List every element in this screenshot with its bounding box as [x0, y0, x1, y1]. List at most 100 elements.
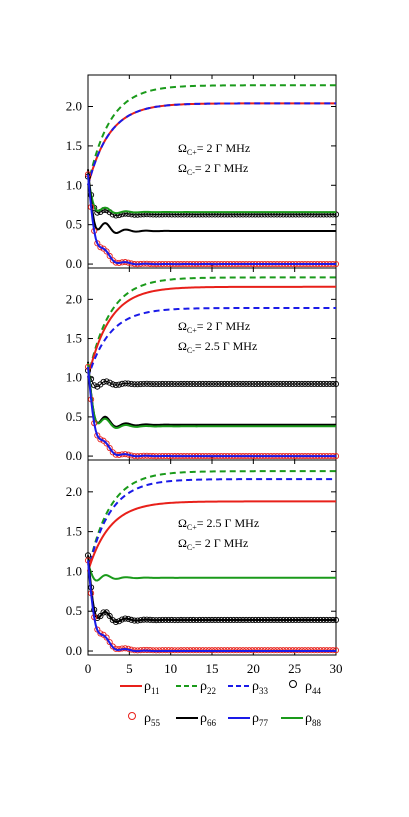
data-point	[196, 380, 203, 388]
series-line	[87, 478, 337, 572]
series-line	[87, 174, 336, 265]
legend-entry: ρ33	[228, 679, 269, 696]
series-rho22	[87, 276, 337, 378]
data-point	[270, 380, 278, 388]
data-point	[193, 380, 200, 388]
data-point	[122, 380, 129, 387]
x-tick-label: 15	[206, 661, 219, 676]
data-point	[308, 380, 315, 388]
series-line	[87, 169, 336, 234]
panel-1: 0.0 0.5 1.0 1.5 2.0 ΩC+= 2 Γ MHz ΩC-= 2 Γ MHz	[66, 74, 340, 271]
data-point	[128, 380, 135, 387]
series-line	[87, 563, 336, 582]
y-tick-label: 0.5	[66, 217, 82, 232]
data-point	[212, 380, 219, 388]
data-point	[301, 380, 309, 388]
data-point	[267, 380, 274, 388]
legend-label: ρ11	[144, 679, 160, 696]
legend-entry: ρ11	[120, 679, 160, 696]
legend-label: ρ22	[200, 679, 216, 696]
data-point	[140, 380, 147, 387]
data-point	[221, 380, 228, 388]
series-line	[87, 174, 336, 266]
data-point	[264, 380, 271, 388]
data-point	[286, 380, 293, 388]
series-rho44	[84, 552, 340, 626]
series-rho77	[87, 174, 336, 266]
data-point	[177, 380, 185, 388]
data-point	[311, 380, 318, 388]
data-point	[317, 380, 324, 388]
legend-label: ρ55	[144, 711, 161, 728]
data-point	[314, 380, 321, 388]
x-tick-label: 30	[330, 661, 343, 676]
data-point	[150, 380, 157, 388]
series-line	[87, 555, 336, 623]
panel-3: 0.0 0.5 1.0 1.5 2.0 0 5 10 15 20 25 30 ΩC+= 2.5 Γ MH…	[66, 459, 343, 676]
y-tick-label: 1.5	[66, 331, 82, 346]
series-line	[87, 306, 337, 379]
data-point	[329, 380, 336, 388]
series-rho33	[87, 478, 337, 572]
data-point	[106, 612, 113, 620]
data-point	[283, 380, 290, 388]
data-point	[326, 380, 333, 388]
series-rho66	[87, 169, 336, 234]
y-tick-label: 0.0	[66, 643, 82, 658]
data-point	[295, 380, 302, 388]
data-point	[109, 617, 116, 624]
annotation: ΩC-= 2 Γ MHz	[178, 536, 248, 552]
annotation: ΩC+= 2.5 Γ MHz	[178, 516, 259, 532]
data-point	[246, 380, 253, 388]
annotation: ΩC-= 2.5 Γ MHz	[178, 339, 257, 355]
data-point	[236, 380, 243, 388]
data-point	[199, 380, 206, 388]
legend-label: ρ66	[200, 711, 217, 728]
x-tick-label: 0	[85, 661, 92, 676]
data-point	[103, 248, 110, 255]
data-point	[106, 639, 113, 646]
legend-marker	[128, 712, 136, 720]
series-line	[87, 176, 336, 215]
data-point	[305, 380, 312, 388]
data-point	[103, 440, 110, 447]
series-line	[87, 363, 336, 430]
y-tick-label: 1.5	[66, 524, 82, 539]
series-line	[87, 84, 337, 186]
series-line	[87, 176, 336, 216]
series-line	[87, 366, 336, 458]
series-line	[87, 285, 337, 378]
legend-entry: ρ44	[289, 679, 322, 696]
series-rho88	[87, 176, 336, 215]
data-point	[137, 380, 144, 388]
data-point	[249, 380, 256, 388]
series-line	[87, 500, 337, 572]
legend-label: ρ44	[305, 679, 322, 696]
data-point	[181, 380, 188, 388]
series-line	[87, 102, 337, 186]
series-rho33	[87, 306, 337, 379]
data-point	[171, 380, 178, 388]
plot-frame	[87, 267, 337, 461]
data-point	[277, 380, 284, 388]
data-point	[323, 380, 330, 388]
series-line	[87, 555, 336, 623]
series-rho22	[87, 84, 337, 186]
legend-entry: ρ77	[228, 711, 269, 728]
data-point	[187, 380, 194, 388]
data-point	[109, 381, 116, 388]
data-point	[280, 380, 287, 388]
y-tick-label: 0.0	[66, 256, 82, 271]
data-point	[218, 380, 225, 388]
data-point	[115, 381, 123, 388]
legend-entry: ρ66	[176, 711, 217, 728]
data-point	[190, 380, 197, 388]
data-point	[143, 380, 150, 387]
data-point	[106, 252, 113, 260]
y-tick-label: 0.5	[66, 603, 82, 618]
x-tick-label: 25	[288, 661, 301, 676]
data-point	[252, 380, 259, 388]
data-point	[97, 436, 104, 443]
series-rho88	[87, 363, 336, 430]
